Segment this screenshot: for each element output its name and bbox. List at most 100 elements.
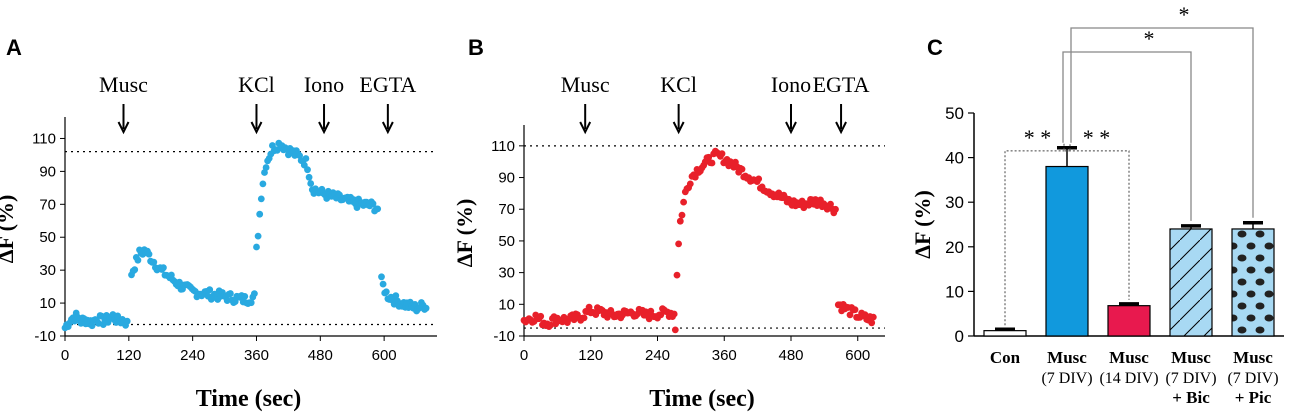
data-point-b — [537, 312, 545, 320]
data-point-a — [302, 155, 310, 162]
y-tick-label-c: 10 — [945, 282, 964, 301]
bar-4 — [1169, 228, 1213, 337]
x-axis-label-b: Time (sec) — [649, 386, 755, 412]
data-point-b — [657, 311, 665, 319]
category-label-2: Musc — [1047, 348, 1087, 367]
category-sublabel-5: (7 DIV) — [1227, 370, 1278, 387]
y-tick-label-b: 30 — [498, 265, 515, 282]
data-point-a — [259, 180, 267, 188]
x-tick-label-b: 360 — [712, 347, 737, 364]
significance-label-3: * — [1144, 26, 1155, 51]
y-axis-label-a: ΔF (%) — [0, 195, 18, 264]
bar-2 — [1045, 165, 1089, 337]
event-label-iono-b: Iono — [771, 72, 811, 97]
category-sublabel-3: (14 DIV) — [1099, 370, 1158, 387]
data-point-a — [231, 298, 239, 305]
significance-bracket-3 — [1062, 51, 1192, 221]
category-treatment-4: + Bic — [1172, 388, 1210, 407]
event-label-kcl-b: KCl — [660, 72, 697, 97]
data-point-a — [160, 264, 167, 272]
chart-b: -10 10 30 50 70 90 110 0 120 240 360 480 600 Time (se… — [452, 72, 885, 412]
data-point-b — [869, 313, 877, 321]
category-label-3: Musc — [1109, 348, 1149, 367]
x-tick-label-a: 600 — [372, 347, 397, 364]
data-point-b — [846, 311, 854, 319]
data-point-b — [585, 303, 593, 311]
y-tick-label-b: 50 — [498, 233, 515, 250]
x-tick-label-b: 600 — [845, 347, 870, 364]
x-tick-label-b: 480 — [778, 347, 803, 364]
data-point-b — [680, 198, 687, 206]
x-axis-label-a: Time (sec) — [196, 386, 302, 412]
x-tick-label-b: 120 — [578, 347, 603, 364]
data-point-a — [305, 173, 313, 181]
y-tick-label-c: 40 — [945, 149, 964, 168]
x-tick-label-b: 240 — [645, 347, 670, 364]
data-point-a — [369, 200, 377, 208]
event-label-musc-b: Musc — [561, 72, 610, 97]
data-point-a — [378, 273, 385, 281]
y-tick-label-a: 110 — [32, 130, 56, 147]
event-label-kcl-a: KCl — [238, 72, 275, 97]
data-point-a — [262, 164, 270, 171]
y-tick-label-b: 90 — [498, 170, 515, 187]
event-label-egta-a: EGTA — [359, 72, 416, 97]
event-label-musc-a: Musc — [99, 72, 148, 97]
panel-letter-c: C — [927, 35, 943, 60]
data-point-b — [580, 314, 588, 322]
data-point-a — [206, 286, 214, 294]
y-tick-label-b: 70 — [498, 201, 515, 218]
data-point-a — [304, 166, 311, 174]
data-point-b — [738, 165, 746, 173]
y-tick-label-a: 90 — [39, 163, 56, 180]
data-point-a — [247, 299, 255, 307]
data-point-a — [114, 312, 122, 320]
data-point-b — [691, 173, 699, 181]
data-point-a — [382, 288, 390, 296]
data-point-a — [123, 317, 131, 325]
event-arrow-head-b — [672, 121, 685, 135]
event-arrow-head-a — [250, 121, 263, 135]
data-point-a — [379, 280, 387, 288]
category-sublabel-2: (7 DIV) — [1041, 370, 1092, 387]
y-tick-label-b: 110 — [491, 138, 515, 155]
event-arrow-head-b — [579, 121, 592, 135]
event-label-iono-a: Iono — [304, 72, 344, 97]
x-tick-label-a: 120 — [116, 347, 141, 364]
data-point-b — [708, 159, 716, 167]
data-point-b — [686, 180, 694, 188]
category-label-5: Musc — [1233, 348, 1273, 367]
y-tick-label-b: -10 — [493, 328, 515, 345]
data-point-a — [134, 256, 142, 264]
significance-label-1: * * — [1024, 125, 1052, 150]
data-point-a — [257, 195, 265, 203]
data-point-b — [676, 217, 684, 225]
category-label-4: Musc — [1171, 348, 1211, 367]
data-point-a — [374, 205, 382, 213]
chart-a: -10 10 30 50 70 90 110 0 120 240 360 480 600 Time (se… — [0, 72, 437, 412]
data-point-b — [851, 306, 859, 314]
x-tick-label-a: 0 — [61, 347, 69, 364]
data-point-b — [675, 240, 682, 248]
y-tick-label-c: 20 — [945, 238, 964, 257]
significance-bracket-4 — [1070, 27, 1254, 218]
event-arrow-head-a — [117, 121, 130, 135]
panel-letter-a: A — [6, 35, 22, 60]
data-point-b — [671, 326, 679, 334]
x-tick-label-a: 240 — [180, 347, 205, 364]
data-point-b — [718, 150, 726, 158]
bar-3 — [1107, 305, 1151, 337]
x-tick-label-a: 480 — [308, 347, 333, 364]
category-sublabel-4: (7 DIV) — [1165, 370, 1216, 387]
y-tick-label-c: 30 — [945, 193, 964, 212]
y-tick-label-a: 70 — [39, 196, 56, 213]
panel-letter-b: B — [468, 35, 484, 60]
y-axis-label-c: ΔF (%) — [910, 190, 935, 259]
data-point-b — [673, 271, 681, 279]
data-point-a — [251, 290, 258, 297]
event-arrow-head-a — [318, 121, 330, 135]
y-tick-label-a: -10 — [34, 328, 56, 345]
data-point-b — [670, 310, 678, 318]
data-point-a — [256, 210, 264, 218]
x-tick-label-b: 0 — [520, 347, 528, 364]
